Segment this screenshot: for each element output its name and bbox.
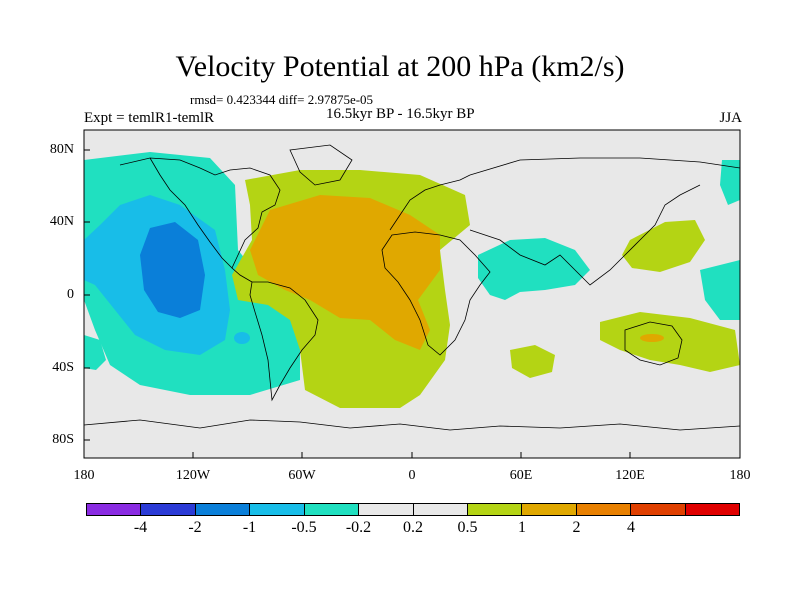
pos-mod-atlantic bbox=[250, 195, 440, 350]
coast-south-america bbox=[249, 281, 319, 402]
colorbar-label: 4 bbox=[627, 519, 635, 536]
neg-weak-westedge bbox=[84, 335, 106, 370]
map-title: Velocity Potential at 200 hPa (km2/s) bbox=[175, 50, 625, 83]
colorbar-label: 0.2 bbox=[403, 519, 423, 536]
coastlines bbox=[84, 144, 740, 431]
neg-weak-eastpacific bbox=[700, 260, 740, 320]
period-label: 16.5kyr BP - 16.5kyr BP bbox=[326, 106, 475, 122]
coast-africa bbox=[381, 231, 491, 356]
colorbar-label: 0.5 bbox=[457, 519, 478, 536]
experiment-label: Expt = temlR1-temlR bbox=[84, 110, 215, 126]
colorbar-box bbox=[413, 504, 468, 515]
lon-label-0: 0 bbox=[408, 468, 416, 483]
lat-label-40n: 40N bbox=[49, 214, 74, 229]
colorbar-box bbox=[631, 504, 686, 515]
colorbar-box bbox=[195, 504, 251, 515]
neg-weak-indian bbox=[478, 238, 590, 300]
neg-mod-blob bbox=[234, 332, 250, 344]
colorbar-box bbox=[359, 504, 414, 515]
colorbar-label: -0.2 bbox=[345, 519, 372, 536]
colorbar-label: -1 bbox=[242, 519, 257, 536]
coast-europe bbox=[389, 174, 471, 231]
colorbar-label: -2 bbox=[188, 519, 202, 536]
coast-antarctica bbox=[84, 419, 740, 431]
colorbar-box bbox=[522, 504, 577, 515]
coast-north-america-west bbox=[149, 157, 233, 269]
lon-label-120e: 120E bbox=[615, 468, 645, 483]
season-label: JJA bbox=[719, 110, 742, 126]
colorbar-box bbox=[250, 504, 305, 515]
field-contours bbox=[84, 152, 740, 408]
colorbar-label: -4 bbox=[133, 519, 148, 536]
lon-label-120w: 120W bbox=[175, 468, 211, 483]
coast-north-america bbox=[119, 157, 281, 283]
axis-ticks bbox=[84, 149, 631, 458]
lat-label-0: 0 bbox=[67, 287, 74, 302]
lat-label-40s: 40S bbox=[52, 360, 74, 375]
coast-asia bbox=[469, 157, 740, 286]
colorbar-box bbox=[141, 504, 196, 515]
lon-label-60w: 60W bbox=[288, 468, 316, 483]
colorbar-label: -0.5 bbox=[291, 519, 317, 536]
pos-weak-southindian bbox=[510, 345, 555, 378]
pos-weak-westpacific bbox=[622, 220, 705, 272]
lon-label-180w: 180 bbox=[73, 468, 95, 483]
coast-australia bbox=[624, 321, 683, 366]
coast-greenland bbox=[289, 144, 353, 186]
pos-mod-australia bbox=[640, 334, 664, 342]
lon-label-180e: 180 bbox=[729, 468, 751, 483]
colorbar bbox=[86, 503, 740, 516]
lat-label-80s: 80S bbox=[52, 432, 74, 447]
rmsd-diff-stats: rmsd= 0.423344 diff= 2.97875e-05 bbox=[190, 92, 374, 107]
lat-label-80n: 80N bbox=[49, 142, 74, 157]
lon-label-60e: 60E bbox=[509, 468, 533, 483]
colorbar-box bbox=[87, 504, 142, 515]
colorbar-box bbox=[576, 504, 632, 515]
colorbar-label: 1 bbox=[518, 519, 526, 536]
colorbar-box bbox=[685, 504, 740, 515]
colorbar-box bbox=[467, 504, 523, 515]
neg-weak-northeast bbox=[720, 160, 740, 205]
colorbar-label: 2 bbox=[572, 519, 581, 536]
neg-strong-core bbox=[140, 222, 205, 318]
colorbar-box bbox=[304, 504, 360, 515]
